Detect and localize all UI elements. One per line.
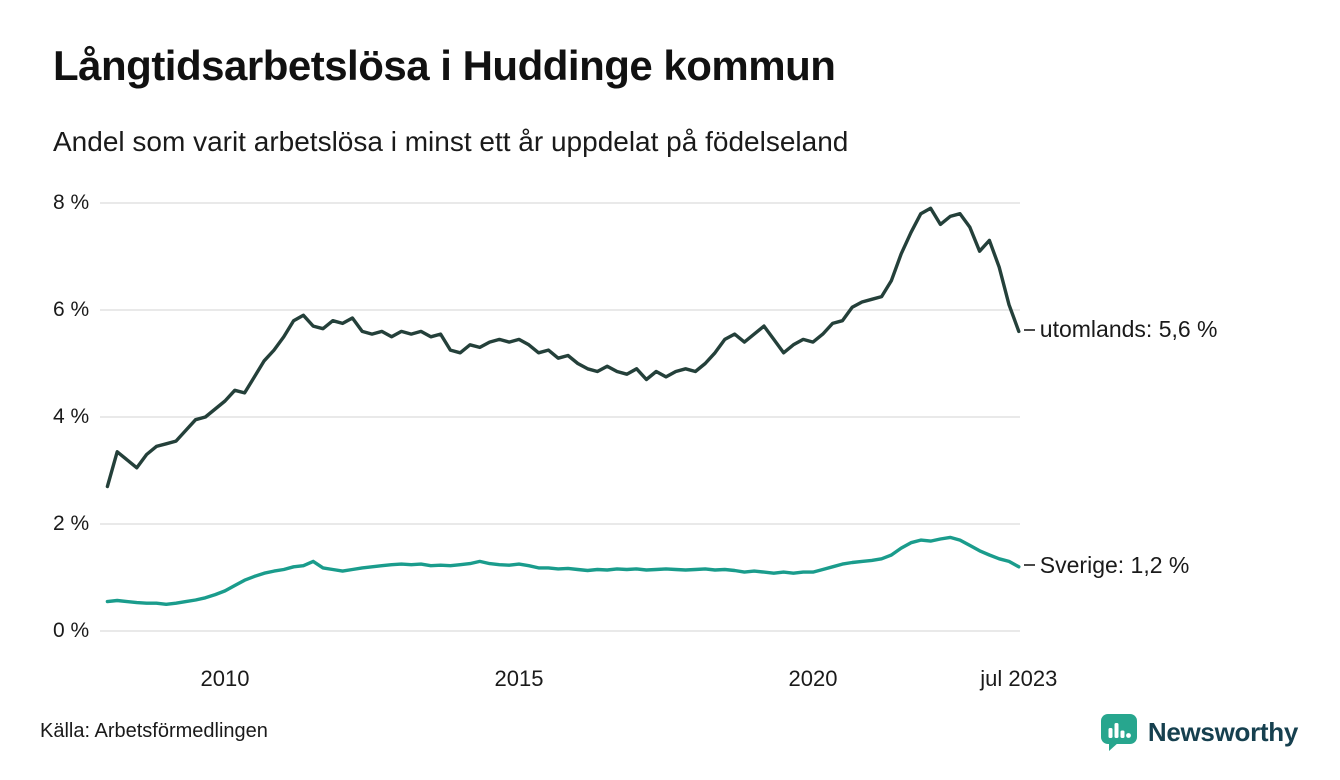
source-credit: Källa: Arbetsförmedlingen [40, 720, 268, 742]
end-label-text: utomlands: 5,6 % [1039, 316, 1218, 343]
x-tick-label: 2015 [494, 666, 544, 691]
newsworthy-wordmark: Newsworthy [1147, 716, 1298, 747]
y-tick-label: 8 % [53, 191, 90, 214]
y-tick-label: 4 % [53, 405, 90, 428]
leader-dash [1023, 564, 1035, 567]
chart-title: Långtidsarbetslösa i Huddinge kommun [53, 42, 836, 89]
chart-subtitle: Andel som varit arbetslösa i minst ett å… [53, 126, 849, 157]
x-tick-label: jul 2023 [980, 666, 1058, 691]
line-chart-plot [100, 202, 1021, 632]
y-tick-label: 0 % [53, 619, 90, 642]
end-label-text: Sverige: 1,2 % [1039, 551, 1190, 578]
x-tick-label: 2010 [200, 666, 250, 691]
leader-dash [1023, 328, 1035, 331]
y-tick-label: 2 % [53, 512, 90, 535]
x-tick-label: 2020 [788, 666, 838, 691]
newsworthy-logo-icon [1100, 714, 1137, 751]
sverige-line [105, 535, 1021, 606]
y-tick-label: 6 % [53, 298, 90, 321]
sverige-end-label: Sverige: 1,2 % [1023, 551, 1190, 579]
newsworthy-logo: Newsworthy [1099, 712, 1298, 752]
utomlands-line [105, 206, 1021, 489]
utomlands-end-label: utomlands: 5,6 % [1023, 316, 1218, 343]
